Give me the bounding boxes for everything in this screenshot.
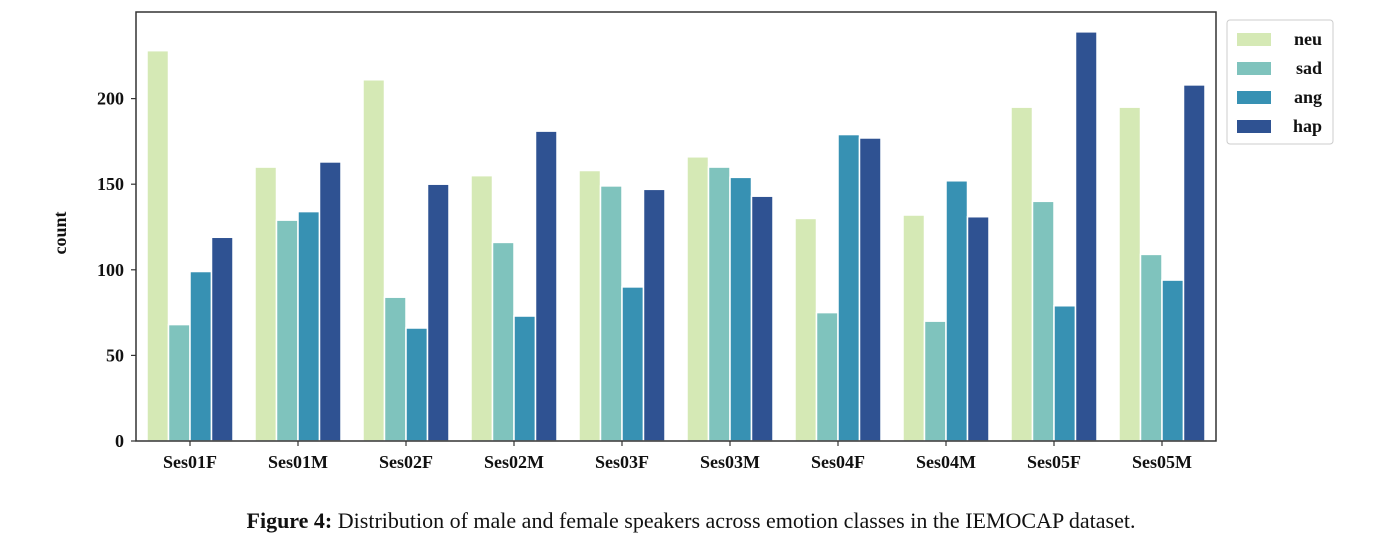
- x-tick-label: Ses04F: [811, 452, 865, 472]
- legend-frame: [1226, 19, 1334, 145]
- bar-sad-Ses02F: [383, 296, 407, 442]
- bar-neu-Ses04M: [902, 214, 926, 442]
- x-axis: Ses01F Ses01M Ses02F Ses02M Ses03F Ses03M Ses0…: [163, 441, 1192, 472]
- bar-sad-Ses05M: [1139, 253, 1163, 442]
- caption-text: Distribution of male and female speakers…: [332, 508, 1136, 533]
- y-tick-label: 50: [106, 345, 124, 365]
- bar-neu-Ses02M: [470, 174, 494, 442]
- bar-hap-Ses03F: [642, 188, 666, 442]
- bar-sad-Ses05F: [1031, 200, 1055, 442]
- x-tick-label: Ses02M: [484, 452, 544, 472]
- bar-ang-Ses01F: [189, 270, 213, 442]
- bar-neu-Ses03M: [686, 156, 710, 442]
- x-tick-label: Ses05M: [1132, 452, 1192, 472]
- bar-neu-Ses03F: [578, 169, 602, 442]
- legend: neu sad ang hap: [1226, 19, 1334, 145]
- legend-swatch-ang: [1237, 91, 1271, 104]
- y-tick-label: 150: [97, 174, 124, 194]
- figure-caption: Figure 4: Distribution of male and femal…: [0, 508, 1382, 534]
- x-tick-label: Ses05F: [1027, 452, 1081, 472]
- bar-sad-Ses04M: [923, 320, 947, 442]
- bar-hap-Ses05F: [1074, 31, 1098, 442]
- bar-sad-Ses03M: [707, 166, 731, 442]
- bar-ang-Ses03F: [621, 286, 645, 442]
- y-axis: 0 50 100 150 200: [97, 89, 136, 451]
- y-tick-label: 0: [115, 431, 124, 451]
- bar-sad-Ses01F: [167, 323, 191, 442]
- bar-ang-Ses02F: [405, 327, 429, 442]
- x-tick-label: Ses03F: [595, 452, 649, 472]
- bar-ang-Ses03M: [729, 176, 753, 442]
- y-tick-label: 200: [97, 89, 124, 109]
- bar-neu-Ses04F: [794, 217, 818, 442]
- bar-hap-Ses01M: [318, 161, 342, 442]
- bar-hap-Ses03M: [750, 195, 774, 442]
- bar-sad-Ses04F: [815, 311, 839, 442]
- bar-neu-Ses01M: [254, 166, 278, 442]
- bar-hap-Ses04M: [966, 215, 990, 442]
- bar-hap-Ses02M: [534, 130, 558, 442]
- plot-frame: [135, 11, 1217, 442]
- bar-ang-Ses04M: [945, 180, 969, 442]
- bar-hap-Ses05M: [1182, 84, 1206, 442]
- x-tick-label: Ses03M: [700, 452, 760, 472]
- bar-neu-Ses01F: [146, 49, 170, 442]
- bar-neu-Ses05M: [1118, 106, 1142, 442]
- legend-swatch-sad: [1237, 62, 1271, 75]
- x-tick-label: Ses04M: [916, 452, 976, 472]
- bar-neu-Ses05F: [1010, 106, 1034, 442]
- bar-hap-Ses02F: [426, 183, 450, 442]
- legend-swatch-neu: [1237, 33, 1271, 46]
- y-axis-label: count: [50, 211, 70, 254]
- x-tick-label: Ses02F: [379, 452, 433, 472]
- bar-hap-Ses04F: [858, 137, 882, 442]
- bar-hap-Ses01F: [210, 236, 234, 442]
- bar-ang-Ses01M: [297, 210, 321, 442]
- legend-label-hap: hap: [1293, 116, 1322, 136]
- bar-sad-Ses03F: [599, 185, 623, 442]
- y-tick-label: 100: [97, 260, 124, 280]
- legend-label-sad: sad: [1296, 58, 1322, 78]
- bar-sad-Ses01M: [275, 219, 299, 442]
- bar-neu-Ses02F: [362, 79, 386, 442]
- x-tick-label: Ses01M: [268, 452, 328, 472]
- legend-label-neu: neu: [1294, 29, 1322, 49]
- x-tick-label: Ses01F: [163, 452, 217, 472]
- bar-ang-Ses05F: [1053, 305, 1077, 442]
- bar-sad-Ses02M: [491, 241, 515, 442]
- bar-ang-Ses02M: [513, 315, 537, 442]
- bar-ang-Ses05M: [1161, 279, 1185, 442]
- caption-label: Figure 4:: [246, 508, 333, 533]
- bar-ang-Ses04F: [837, 133, 861, 442]
- legend-swatch-hap: [1237, 120, 1271, 133]
- legend-label-ang: ang: [1294, 87, 1322, 107]
- bar-group: [146, 31, 1206, 442]
